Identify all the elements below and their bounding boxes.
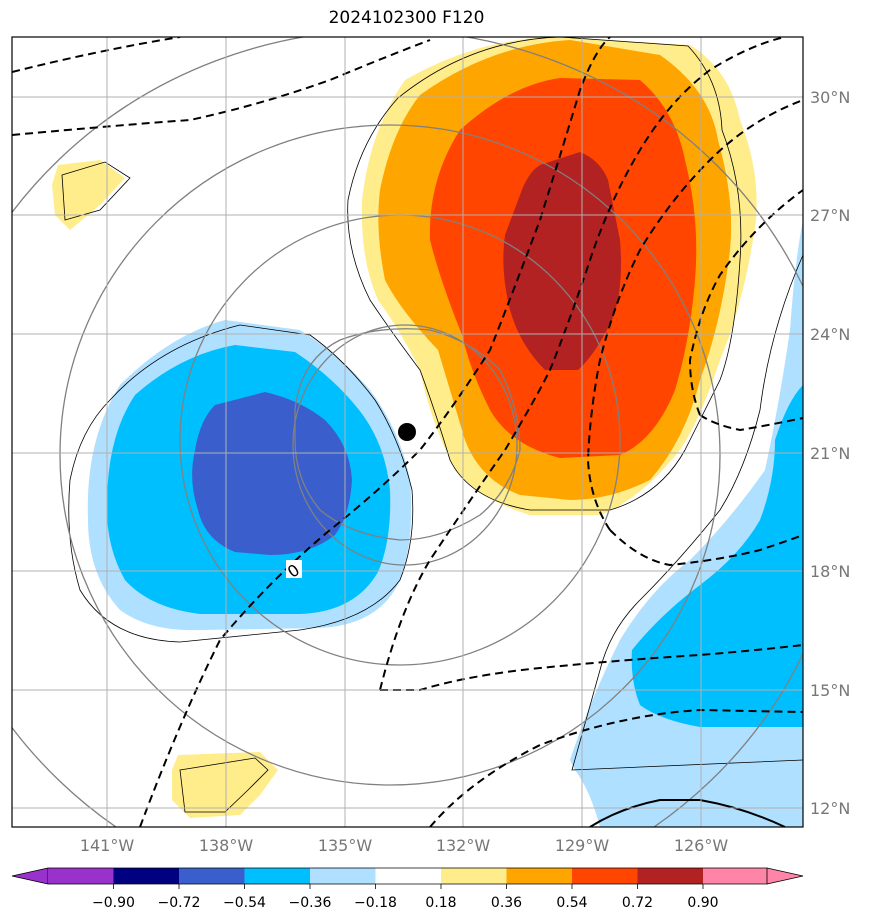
graticule [12, 37, 803, 827]
colorbar-bin [310, 868, 376, 884]
lon-label-132w: 132°W [436, 836, 491, 855]
lat-label-12n: 12°N [810, 799, 850, 818]
colorbar-tick-label: 0.90 [687, 895, 718, 911]
map-frame [11, 36, 804, 828]
colorbar-tick-label: 0.54 [556, 895, 587, 911]
lat-label-21n: 21°N [810, 444, 850, 463]
colorbar-bin [572, 868, 638, 884]
solid-contour [589, 799, 786, 827]
colorbar-tick-label: −0.36 [289, 895, 332, 911]
map-title: 2024102300 F120 [328, 8, 485, 28]
lon-label-126w: 126°W [674, 836, 729, 855]
lat-label-30n: 30°N [810, 88, 850, 107]
colorbar: −0.90 −0.72 −0.54 −0.36 −0.18 0.18 0.36 … [11, 867, 804, 911]
colorbar-tick-label: −0.72 [158, 895, 201, 911]
colorbar-bin [506, 868, 572, 884]
longitude-labels: 141°W 138°W 135°W 132°W 129°W 126°W [80, 836, 729, 855]
lon-label-129w: 129°W [555, 836, 610, 855]
colorbar-over-arrow [766, 867, 804, 885]
colorbar-under-arrow [11, 867, 49, 885]
anomaly-fill-dark-red [503, 152, 621, 370]
lat-label-27n: 27°N [810, 206, 850, 225]
colorbar-bin [179, 868, 245, 884]
dashed-contours [12, 37, 803, 827]
colorbar-tick-label: −0.90 [92, 895, 135, 911]
lon-label-138w: 138°W [199, 836, 254, 855]
latitude-labels: 30°N 27°N 24°N 21°N 18°N 15°N 12°N [810, 88, 850, 818]
colorbar-bin [113, 868, 179, 884]
storm-center-marker [398, 423, 416, 441]
lat-label-15n: 15°N [810, 681, 850, 700]
lon-label-135w: 135°W [318, 836, 373, 855]
lat-label-18n: 18°N [810, 562, 850, 581]
anomaly-fill-blue-east [631, 385, 803, 727]
lat-label-24n: 24°N [810, 325, 850, 344]
colorbar-bin [441, 868, 507, 884]
colorbar-tick-label: −0.54 [223, 895, 266, 911]
colorbar-tick-label: 0.18 [425, 895, 456, 911]
colorbar-bin [244, 868, 310, 884]
anomaly-fill-light-yellow-sw [172, 752, 278, 818]
colorbar-bin [375, 868, 441, 884]
colorbar-bin [703, 868, 767, 884]
anomaly-fill-dark-blue-west [192, 392, 352, 555]
colorbar-bin [637, 868, 703, 884]
lon-label-141w: 141°W [80, 836, 135, 855]
colorbar-tick-label: −0.18 [354, 895, 397, 911]
colorbar-tick-label: 0.36 [491, 895, 522, 911]
thin-contours [61, 37, 803, 813]
colorbar-tick-label: 0.72 [622, 895, 653, 911]
colorbar-bin [48, 868, 114, 884]
